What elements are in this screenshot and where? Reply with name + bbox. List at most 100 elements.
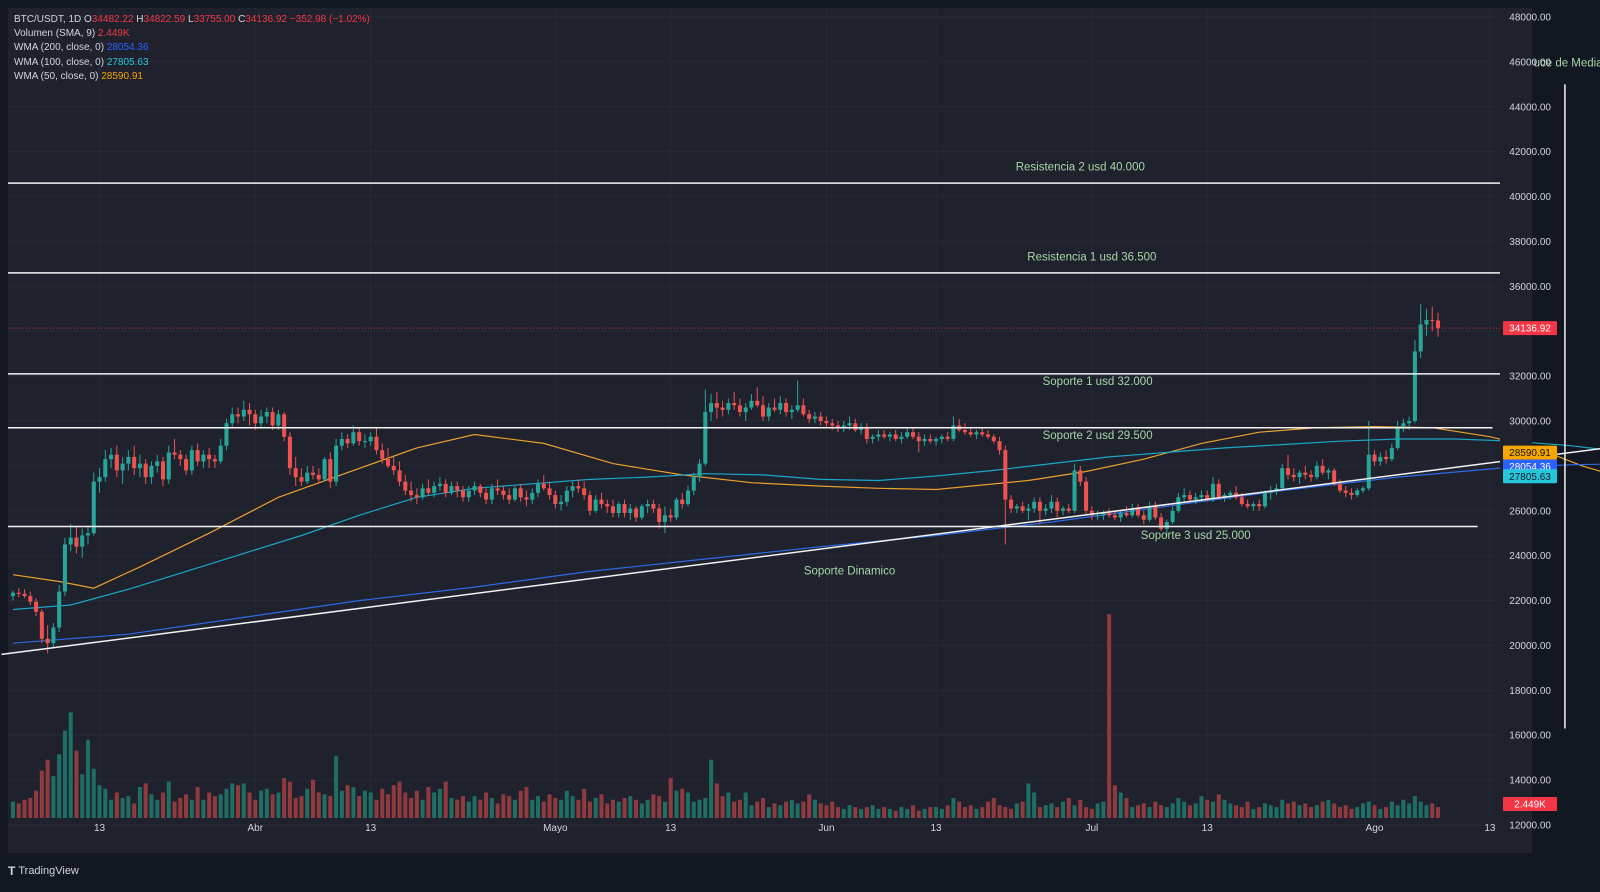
price-badge-label: 2.449K xyxy=(1514,800,1546,811)
moving-averages xyxy=(12,425,1600,644)
candle-body xyxy=(1389,447,1394,460)
volume-bar xyxy=(316,792,321,818)
candle-body xyxy=(1037,501,1042,511)
volume-bar xyxy=(34,790,39,818)
volume-bar xyxy=(1326,799,1331,818)
volume-bar xyxy=(1066,797,1071,818)
volume-bar xyxy=(674,790,679,818)
volume-bar xyxy=(1003,807,1008,818)
price-tick-label: 16000.00 xyxy=(1509,731,1551,742)
tradingview-brand[interactable]: T TradingView xyxy=(8,864,79,878)
candle-body xyxy=(605,504,610,507)
volume-bar xyxy=(1043,805,1048,818)
candle-body xyxy=(910,432,916,437)
annotation-labels: Resistencia 2 usd 40.000 Resistencia 1 us… xyxy=(804,57,1600,577)
candle-body xyxy=(1141,515,1146,520)
volume-bar xyxy=(1205,799,1210,818)
plot-area xyxy=(8,8,1532,853)
volume-bar xyxy=(51,776,56,818)
volume-bar xyxy=(270,794,275,818)
candle-body xyxy=(1118,513,1123,518)
volume-bar xyxy=(870,805,875,818)
volume-bar xyxy=(1060,801,1066,818)
price-badge-bg xyxy=(1503,469,1557,484)
volume-bar xyxy=(703,797,708,818)
volume-bar xyxy=(1009,808,1014,818)
candle-body xyxy=(1239,497,1244,505)
candle-body xyxy=(80,535,85,547)
candle-body xyxy=(1003,450,1008,500)
candle-body xyxy=(570,486,575,491)
candle-body xyxy=(426,488,431,493)
candle-body xyxy=(385,459,391,466)
candle-body xyxy=(403,481,408,491)
price-tick-label: 26000.00 xyxy=(1509,506,1551,517)
candle-body xyxy=(207,454,212,460)
candle-body xyxy=(1043,508,1048,511)
volume-bar xyxy=(610,799,616,818)
candle-body xyxy=(51,627,56,644)
candle-body xyxy=(755,400,760,406)
indicator-row[interactable]: WMA (50, close, 0) 28590.91 xyxy=(14,70,370,84)
candle-body xyxy=(1303,472,1308,475)
indicator-row[interactable]: WMA (200, close, 0) 28054.36 xyxy=(14,41,370,55)
candle-body xyxy=(1084,481,1089,511)
candle-body xyxy=(697,463,702,478)
symbol-row[interactable]: BTC/USDT, 1D O34482.22 H34822.59 L33755.… xyxy=(14,13,370,27)
volume-bar xyxy=(1285,803,1291,818)
volume-bar xyxy=(1343,805,1348,818)
volume-bar xyxy=(662,801,667,818)
candle-body xyxy=(587,495,592,511)
volume-bar xyxy=(732,801,737,818)
volume-bar xyxy=(1049,803,1054,818)
candle-body xyxy=(553,495,558,505)
candle-body xyxy=(155,461,160,466)
candle-body xyxy=(524,497,529,500)
candle-body xyxy=(501,490,506,496)
volume-bar xyxy=(847,805,852,818)
volume-bar xyxy=(1291,801,1296,818)
candle-body xyxy=(1101,513,1106,516)
candle-body xyxy=(535,483,541,493)
candle-body xyxy=(1297,472,1302,478)
volume-bar xyxy=(830,801,835,818)
volume-bar xyxy=(149,794,154,818)
candle-body xyxy=(1228,492,1233,496)
candle-body xyxy=(362,441,367,443)
volume-bar xyxy=(1078,799,1083,818)
candle-body xyxy=(835,425,841,428)
candle-body xyxy=(1020,506,1025,511)
candle-body xyxy=(68,537,73,545)
candle-body xyxy=(218,445,223,462)
volume-bar xyxy=(178,797,183,818)
candle-body xyxy=(409,490,414,496)
candle-body xyxy=(1187,495,1192,500)
candle-body xyxy=(1205,495,1210,500)
volume-bar xyxy=(1164,807,1169,818)
candle-body xyxy=(1153,506,1158,518)
indicator-row[interactable]: WMA (100, close, 0) 27805.63 xyxy=(14,56,370,70)
volume-bar xyxy=(264,788,269,818)
volume-bar xyxy=(709,759,714,818)
candle-body xyxy=(1355,490,1360,496)
volume-bar xyxy=(628,796,633,818)
candle-body xyxy=(45,638,50,644)
candle-body xyxy=(985,434,991,437)
candle-body xyxy=(1147,506,1152,520)
volume-bar xyxy=(85,739,91,818)
volume-bar xyxy=(605,803,610,818)
candle-body xyxy=(680,499,685,505)
candle-body xyxy=(1257,504,1262,507)
volume-bar xyxy=(160,792,166,818)
volume-bar xyxy=(657,796,662,818)
candle-body xyxy=(830,423,835,426)
time-axis[interactable]: 13Abr13Mayo13Jun13Jul13Ago13Sep13Oct13No… xyxy=(94,823,1600,834)
candle-body xyxy=(293,468,298,478)
indicator-row[interactable]: Volumen (SMA, 9) 2.449K xyxy=(14,27,370,41)
candle-body xyxy=(489,488,494,500)
candle-body xyxy=(189,450,194,471)
symbol-label[interactable]: BTC/USDT, 1D xyxy=(14,14,82,25)
volume-bar xyxy=(1055,807,1060,818)
candle-body xyxy=(195,450,200,462)
